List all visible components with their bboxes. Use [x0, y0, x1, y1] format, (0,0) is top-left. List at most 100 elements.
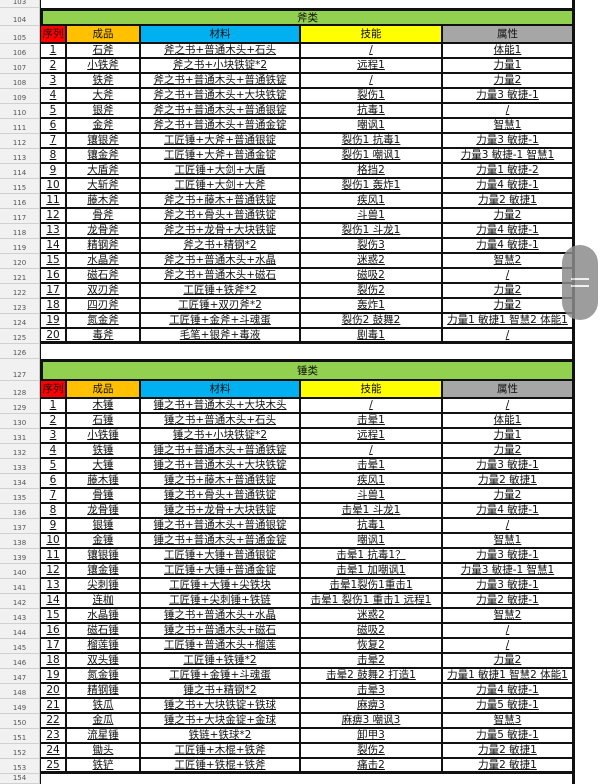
cell-attributes[interactable]: 力量2: [443, 489, 575, 504]
cell-product[interactable]: 木锤: [67, 399, 141, 414]
cell-materials[interactable]: 锤之书+普通木头+磁石: [141, 624, 301, 639]
cell-seq[interactable]: 21: [40, 699, 67, 714]
cell-seq[interactable]: 18: [40, 299, 67, 314]
cell-materials[interactable]: 工匠锤+大斧+普通金锭: [141, 149, 301, 164]
row-number[interactable]: 118: [0, 224, 40, 239]
cell-materials[interactable]: 斧之书+普通木头+普通金锭: [141, 119, 301, 134]
row-number[interactable]: 105: [0, 26, 40, 44]
cell-skills[interactable]: 麻痹3: [301, 699, 443, 714]
header-materials[interactable]: 材料: [141, 26, 301, 44]
header-seq[interactable]: 序列: [40, 381, 67, 399]
cell-product[interactable]: 氮金斧: [67, 314, 141, 329]
cell-materials[interactable]: 斧之书+普通木头+普通银锭: [141, 104, 301, 119]
cell-seq[interactable]: 10: [40, 534, 67, 549]
cell-attributes[interactable]: 力量2: [443, 444, 575, 459]
cell-skills[interactable]: 疾风1: [301, 194, 443, 209]
cell-seq[interactable]: 13: [40, 579, 67, 594]
cell-product[interactable]: 尖刺锤: [67, 579, 141, 594]
cell-materials[interactable]: 工匠锤+尖刺锤+铁链: [141, 594, 301, 609]
cell-seq[interactable]: 8: [40, 504, 67, 519]
cell-materials[interactable]: 工匠锤+铁斧*2: [141, 284, 301, 299]
cell-materials[interactable]: 铁链+铁球*2: [141, 729, 301, 744]
row-number[interactable]: 144: [0, 624, 40, 639]
cell-materials[interactable]: 斧之书+龙骨+大块铁锭: [141, 224, 301, 239]
row-number[interactable]: 117: [0, 209, 40, 224]
cell-product[interactable]: 银斧: [67, 104, 141, 119]
cell-attributes[interactable]: 力量5 敏捷-1: [443, 729, 575, 744]
row-number[interactable]: 143: [0, 609, 40, 624]
header-skills[interactable]: 技能: [301, 381, 443, 399]
cell-skills[interactable]: /: [301, 399, 443, 414]
cell-seq[interactable]: 18: [40, 654, 67, 669]
cell-seq[interactable]: 15: [40, 254, 67, 269]
cell-materials[interactable]: 斧之书+骨头+普通铁锭: [141, 209, 301, 224]
cell-materials[interactable]: 锤之书+普通木头+普通铁锭: [141, 444, 301, 459]
row-number[interactable]: 124: [0, 314, 40, 329]
row-number[interactable]: 126: [0, 344, 40, 359]
cell-skills[interactable]: 嘲讽1: [301, 119, 443, 134]
row-number[interactable]: 122: [0, 284, 40, 299]
cell-attributes[interactable]: 力量2: [443, 654, 575, 669]
cell-materials[interactable]: 工匠锤+铁棍+铁斧: [141, 759, 301, 774]
row-number[interactable]: 136: [0, 504, 40, 519]
row-number[interactable]: 145: [0, 639, 40, 654]
cell-materials[interactable]: 斧之书+精钢*2: [141, 239, 301, 254]
row-number[interactable]: 147: [0, 669, 40, 684]
cell-materials[interactable]: 斧之书+普通木头+普通铁锭: [141, 74, 301, 89]
cell-skills[interactable]: 裂伤2 鼓舞2: [301, 314, 443, 329]
cell-seq[interactable]: 17: [40, 639, 67, 654]
cell-product[interactable]: 磁石锤: [67, 624, 141, 639]
cell-product[interactable]: 金斧: [67, 119, 141, 134]
cell-skills[interactable]: 磁吸2: [301, 269, 443, 284]
cell-skills[interactable]: 击晕1 加嘲讽1: [301, 564, 443, 579]
cell-product[interactable]: 龙骨斧: [67, 224, 141, 239]
cell-seq[interactable]: 2: [40, 59, 67, 74]
cell-product[interactable]: 大锤: [67, 459, 141, 474]
header-product[interactable]: 成品: [67, 26, 141, 44]
cell-product[interactable]: 四刃斧: [67, 299, 141, 314]
cell-seq[interactable]: 17: [40, 284, 67, 299]
cell-attributes[interactable]: 力量4 敏捷-1: [443, 684, 575, 699]
cell-attributes[interactable]: 智慧1: [443, 534, 575, 549]
cell-seq[interactable]: 8: [40, 149, 67, 164]
row-number[interactable]: 107: [0, 59, 40, 74]
cell-skills[interactable]: 裂伤1 斗龙1: [301, 224, 443, 239]
cell-product[interactable]: 镶银锤: [67, 549, 141, 564]
row-number[interactable]: 133: [0, 459, 40, 474]
cell-attributes[interactable]: 体能1: [443, 414, 575, 429]
cell-skills[interactable]: 裂伤2: [301, 284, 443, 299]
row-number[interactable]: 151: [0, 729, 40, 744]
cell-product[interactable]: 镶金斧: [67, 149, 141, 164]
cell-attributes[interactable]: /: [443, 269, 575, 284]
cell-product[interactable]: 大斧: [67, 89, 141, 104]
cell-materials[interactable]: 工匠锤+金锤+斗魂蛋: [141, 669, 301, 684]
cell-skills[interactable]: 击晕1裂伤1重击1: [301, 579, 443, 594]
row-number[interactable]: 142: [0, 594, 40, 609]
cell-product[interactable]: 大斩斧: [67, 179, 141, 194]
cell-attributes[interactable]: 智慧2: [443, 254, 575, 269]
cell-product[interactable]: 锄头: [67, 744, 141, 759]
cell-seq[interactable]: 25: [40, 759, 67, 774]
cell-attributes[interactable]: 力量3 敏捷-1: [443, 459, 575, 474]
cell-product[interactable]: 铁瓜: [67, 699, 141, 714]
cell-attributes[interactable]: 力量3 敏捷-1 智慧1: [443, 149, 575, 164]
row-number[interactable]: 139: [0, 549, 40, 564]
cell-skills[interactable]: 裂伤1 轰炸1: [301, 179, 443, 194]
cell-attributes[interactable]: 力量2 敏捷1: [443, 759, 575, 774]
cell-skills[interactable]: 斗兽1: [301, 209, 443, 224]
cell-product[interactable]: 镶银斧: [67, 134, 141, 149]
cell-seq[interactable]: 22: [40, 714, 67, 729]
header-skills[interactable]: 技能: [301, 26, 443, 44]
cell-product[interactable]: 铁斧: [67, 74, 141, 89]
cell-attributes[interactable]: 力量3 敏捷-1 智慧1: [443, 564, 575, 579]
row-number[interactable]: 148: [0, 684, 40, 699]
cell-materials[interactable]: 锤之书+普通木头+普通银锭: [141, 519, 301, 534]
cell-skills[interactable]: 击晕1: [301, 414, 443, 429]
cell-product[interactable]: 银锤: [67, 519, 141, 534]
cell-product[interactable]: 藤木锤: [67, 474, 141, 489]
cell-seq[interactable]: 7: [40, 489, 67, 504]
cell-attributes[interactable]: 体能1: [443, 44, 575, 59]
cell-seq[interactable]: 20: [40, 684, 67, 699]
cell-product[interactable]: 铁铲: [67, 759, 141, 774]
row-number[interactable]: 152: [0, 744, 40, 759]
